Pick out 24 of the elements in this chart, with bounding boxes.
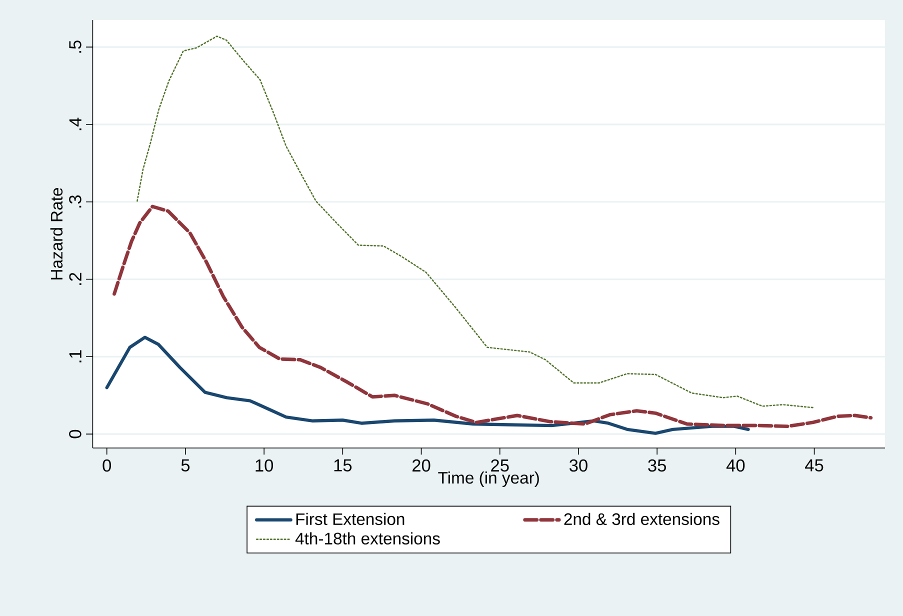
line-series — [105, 336, 750, 435]
line-series — [112, 204, 873, 428]
x-tick-label: 40 — [726, 459, 745, 472]
y-tick-label: .2 — [69, 272, 82, 285]
line-series — [136, 36, 815, 408]
y-tick-label: .3 — [69, 195, 82, 208]
x-tick-label: 45 — [805, 459, 824, 472]
x-tick-label: 15 — [334, 459, 352, 472]
x-tick-label: 25 — [491, 459, 509, 472]
y-tick-label: .1 — [69, 350, 82, 362]
x-tick-label: 0 — [102, 459, 112, 472]
legend-label: 2nd & 3rd extensions — [564, 512, 720, 526]
x-tick-label: 20 — [412, 459, 430, 472]
x-tick-label: 30 — [570, 459, 588, 472]
x-tick-label: 35 — [648, 459, 666, 472]
y-tick-label: .4 — [69, 118, 82, 130]
legend-label: First Extension — [296, 512, 404, 526]
y-tick-label: 0 — [69, 430, 82, 438]
y-axis-title: Hazard Rate — [50, 188, 63, 280]
y-tick-label: .5 — [69, 40, 82, 53]
legend-label: 4th-18th extensions — [295, 532, 440, 544]
x-tick-label: 5 — [181, 459, 190, 472]
x-tick-label: 10 — [256, 459, 274, 472]
x-axis-title: Time (in year) — [438, 471, 539, 487]
